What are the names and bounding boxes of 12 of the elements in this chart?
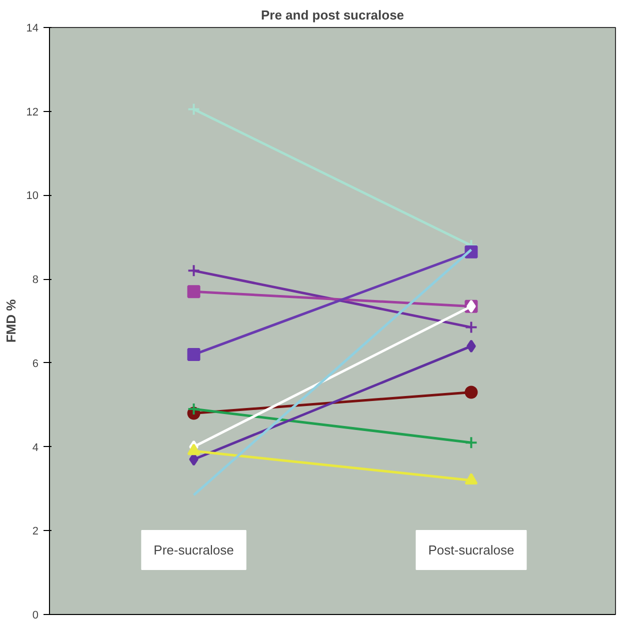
y-tick-label: 2 bbox=[32, 526, 39, 538]
y-tick-label: 4 bbox=[32, 442, 39, 454]
y-tick-label: 14 bbox=[26, 22, 39, 34]
y-axis-title: FMD % bbox=[3, 298, 18, 343]
chart-title: Pre and post sucralose bbox=[260, 8, 404, 22]
y-tick-label: 10 bbox=[26, 190, 39, 202]
y-tick-label: 8 bbox=[32, 274, 39, 286]
y-tick-label: 12 bbox=[26, 106, 39, 118]
annotation: Pre-sucralose bbox=[154, 542, 234, 558]
y-tick-label: 6 bbox=[32, 358, 39, 370]
y-tick-label: 0 bbox=[32, 610, 39, 622]
annotation: Post-sucralose bbox=[428, 542, 514, 558]
